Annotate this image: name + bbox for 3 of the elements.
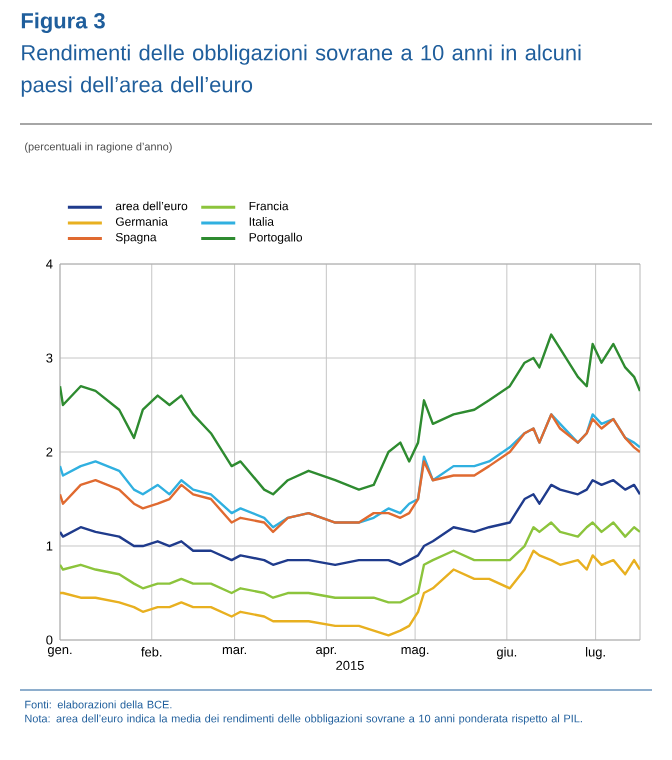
line-series: [60, 333, 640, 496]
chart-subtitle: Rendimenti delle obbligazioni sovrane a 10 anni in alcuni paesi dell’area dell’euro: [21, 44, 581, 97]
chart-title: Figura 3: [21, 12, 105, 33]
